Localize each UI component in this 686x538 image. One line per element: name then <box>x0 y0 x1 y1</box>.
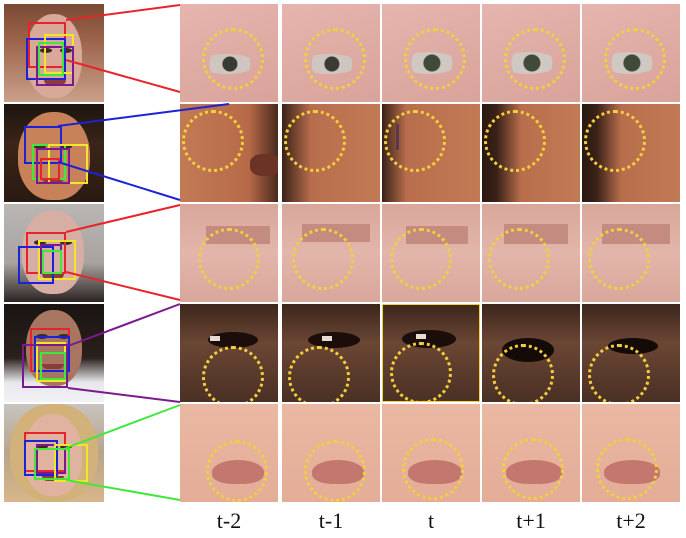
face-thumbnail-1 <box>4 4 104 102</box>
face-thumbnail-2 <box>4 104 104 202</box>
frame-r3-t-2 <box>180 204 278 302</box>
frame-r2-t+1 <box>482 104 580 202</box>
time-label-t+1: t+1 <box>516 508 546 533</box>
connector-row4-bottom <box>67 387 181 403</box>
time-label-t+2: t+2 <box>616 508 646 533</box>
time-label-t-2: t-2 <box>216 508 242 533</box>
frame-r5-t <box>382 404 480 502</box>
face-thumbnail-4 <box>4 304 104 402</box>
time-label-t-1: t-1 <box>318 508 344 533</box>
frame-r2-t-2 <box>180 104 278 202</box>
connector-row2-top <box>57 103 230 127</box>
connector-row3-top <box>65 204 181 233</box>
frame-r5-t-2 <box>180 404 278 502</box>
frame-r2-t+2 <box>582 104 680 202</box>
connector-row1-bottom <box>65 59 181 93</box>
frame-r4-t-1 <box>282 304 380 402</box>
connector-row5-bottom <box>65 479 181 501</box>
connector-row3-bottom <box>65 271 181 301</box>
frame-r3-t-1 <box>282 204 380 302</box>
connector-row4-top <box>67 303 181 347</box>
face-thumbnail-3 <box>4 204 104 302</box>
frame-r4-t-highlighted <box>382 304 480 402</box>
frame-r3-t <box>382 204 480 302</box>
frame-r5-t-1 <box>282 404 380 502</box>
frame-r5-t+2 <box>582 404 680 502</box>
frame-r4-t+1 <box>482 304 580 402</box>
face-thumbnail-5 <box>4 404 104 502</box>
frame-r3-t+2 <box>582 204 680 302</box>
frame-r2-t <box>382 104 480 202</box>
frame-r1-t-1 <box>282 4 380 102</box>
connector-row2-bottom <box>57 161 181 201</box>
frame-r2-t-1 <box>282 104 380 202</box>
frame-r1-t <box>382 4 480 102</box>
frame-r4-t-2 <box>180 304 278 402</box>
frame-r1-t-2 <box>180 4 278 102</box>
frame-r4-t+2 <box>582 304 680 402</box>
frame-r1-t+2 <box>582 4 680 102</box>
connector-row1-top <box>65 4 181 21</box>
frame-r5-t+1 <box>482 404 580 502</box>
frame-r3-t+1 <box>482 204 580 302</box>
connector-row5-top <box>65 404 181 449</box>
frame-r1-t+1 <box>482 4 580 102</box>
time-label-t: t <box>427 508 435 533</box>
